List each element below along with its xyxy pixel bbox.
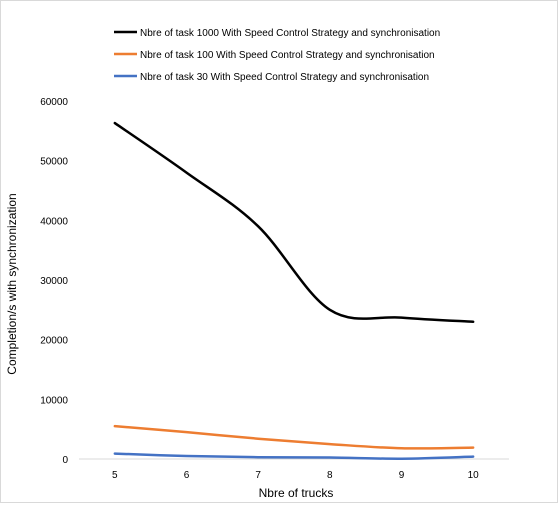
legend-label: Nbre of task 1000 With Speed Control Str… — [140, 28, 440, 39]
x-tick-label: 8 — [327, 470, 333, 481]
legend: Nbre of task 1000 With Speed Control Str… — [114, 28, 440, 83]
y-tick-label: 40000 — [40, 216, 68, 227]
x-axis: 5 6 7 8 9 10 — [79, 458, 509, 481]
legend-label: Nbre of task 100 With Speed Control Stra… — [140, 50, 435, 61]
legend-item: Nbre of task 100 With Speed Control Stra… — [114, 50, 435, 61]
y-tick-label: 20000 — [40, 336, 68, 347]
y-tick-label: 50000 — [40, 157, 68, 168]
x-tick-label: 9 — [399, 470, 405, 481]
x-tick-label: 5 — [112, 470, 118, 481]
legend-label: Nbre of task 30 With Speed Control Strat… — [140, 72, 429, 83]
y-axis: 0 10000 20000 30000 40000 50000 60000 — [40, 97, 68, 466]
y-tick-label: 30000 — [40, 276, 68, 287]
series-line-2 — [113, 424, 475, 450]
series-line-3 — [113, 452, 475, 460]
series-layer — [113, 121, 475, 460]
x-tick-label: 10 — [468, 470, 480, 481]
x-tick-label: 6 — [184, 470, 190, 481]
y-tick-label: 10000 — [40, 395, 68, 406]
x-tick-label: 7 — [255, 470, 261, 481]
series-line-1 — [113, 121, 475, 324]
y-axis-title: Completion/s with synchronization — [5, 193, 19, 374]
x-axis-title: Nbre of trucks — [259, 486, 334, 500]
legend-item: Nbre of task 30 With Speed Control Strat… — [114, 72, 429, 83]
y-tick-label: 60000 — [40, 97, 68, 108]
legend-item: Nbre of task 1000 With Speed Control Str… — [114, 28, 440, 39]
y-tick-label: 0 — [62, 455, 68, 466]
